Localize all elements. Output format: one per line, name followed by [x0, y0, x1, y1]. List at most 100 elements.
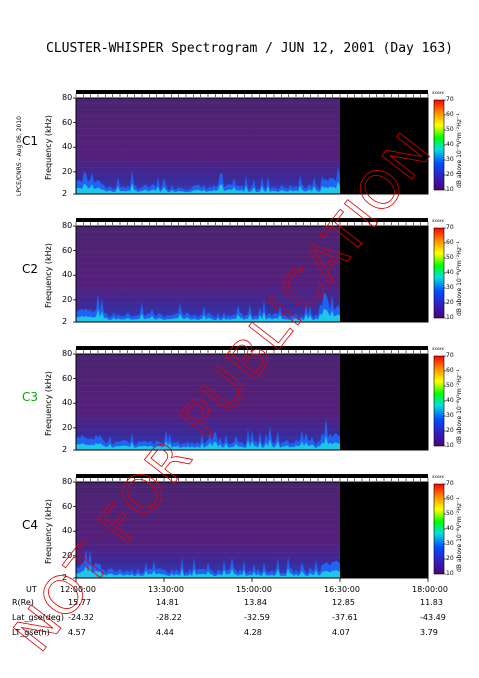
no-data-region	[340, 98, 428, 194]
ephemeris-label: R(Re)	[12, 598, 34, 607]
colorbar-tick-label: 40	[446, 141, 454, 148]
y-axis-label: Frequency (kHz)	[44, 371, 53, 436]
emission-low-frequency	[76, 549, 340, 578]
no-data-region	[340, 354, 428, 450]
y-tick-label: 80	[62, 477, 73, 486]
y-tick-label: 20	[62, 422, 73, 432]
colorbar-tick-label: 30	[446, 540, 454, 547]
ephemeris-value: 12.85	[332, 598, 355, 607]
ephemeris-value: 13.84	[244, 598, 267, 607]
y-tick-label: 60	[62, 373, 73, 383]
colorbar-tick-label: 10	[446, 186, 454, 193]
colorbar-tick-label: 10	[446, 570, 454, 577]
y-tick-label: 20	[62, 294, 73, 304]
panels-group	[73, 90, 446, 582]
colorbar-tick-label: 60	[446, 367, 454, 374]
panel-top-bar	[76, 474, 428, 478]
colorbar-tick-label: 60	[446, 111, 454, 118]
colorbar-tick-label: 60	[446, 495, 454, 502]
ephemeris-value: 14.81	[156, 598, 179, 607]
colorbar-tick-label: 70	[446, 96, 454, 103]
x-tick-label: 12:00:00	[60, 585, 96, 594]
colorbar-header: xxxxx	[432, 90, 444, 95]
ephemeris-label: LT_gse(h)	[12, 628, 50, 637]
x-tick-label: 16:30:00	[324, 585, 360, 594]
y-tick-label: 80	[62, 221, 73, 230]
y-tick-label: 20	[62, 550, 73, 560]
spectrogram-c1	[76, 98, 340, 194]
y-tick-label: 2	[62, 317, 68, 326]
y-tick-label: 40	[62, 398, 73, 408]
colorbar-tick-label: 50	[446, 382, 454, 389]
colorbar-tick-label: 40	[446, 269, 454, 276]
emission-intense	[76, 435, 340, 450]
y-tick-label: 60	[62, 117, 73, 127]
y-tick-label: 2	[62, 573, 68, 582]
panel-label-c2: C2	[22, 262, 39, 276]
emission-intense	[76, 181, 340, 194]
colorbar-header: xxxxx	[432, 218, 444, 223]
no-data-region	[340, 226, 428, 322]
y-tick-label: 60	[62, 501, 73, 511]
colorbar-tick-label: 60	[446, 239, 454, 246]
colorbar-tick-label: 40	[446, 525, 454, 532]
emission-intense	[76, 565, 340, 578]
colorbar-tick-label: 70	[446, 224, 454, 231]
panel-top-bar	[76, 346, 428, 350]
emission-low-frequency	[76, 418, 340, 450]
colorbar-tick-label: 70	[446, 352, 454, 359]
figure-title: CLUSTER-WHISPER Spectrogram / JUN 12, 20…	[46, 41, 453, 56]
emission-intense	[76, 308, 340, 322]
panel-label-c1: C1	[22, 134, 39, 148]
panel-label-c4: C4	[22, 518, 39, 532]
colorbar-tick-label: 50	[446, 126, 454, 133]
panel-label-c3: C3	[22, 390, 39, 404]
y-tick-label: 2	[62, 189, 68, 198]
colorbar-tick-label: 50	[446, 510, 454, 517]
x-tick-label: 15:00:00	[236, 585, 272, 594]
ephemeris-value: 4.07	[332, 628, 350, 637]
spectrogram-c2	[76, 226, 340, 322]
panel-frame	[75, 225, 429, 323]
colorbar-tick-label: 30	[446, 284, 454, 291]
y-axis-label: Frequency (kHz)	[44, 243, 53, 308]
colorbar-tick-label: 20	[446, 555, 454, 562]
ephemeris-value: -24.32	[68, 613, 94, 622]
colorbar-header: xxxxx	[432, 474, 444, 479]
colorbar	[433, 227, 445, 319]
y-tick-label: 40	[62, 270, 73, 280]
colorbar-tick-label: 20	[446, 299, 454, 306]
x-tick-label: 18:00:00	[412, 585, 448, 594]
panel-top-bar	[76, 90, 428, 94]
y-tick-label: 40	[62, 142, 73, 152]
ephemeris-value: -32.59	[244, 613, 270, 622]
colorbar-tick-label: 50	[446, 254, 454, 261]
panel-frame	[75, 97, 429, 195]
colorbar-header: xxxxx	[432, 346, 444, 351]
y-tick-label: 60	[62, 245, 73, 255]
panel-c1	[73, 90, 446, 195]
panel-c2	[73, 218, 446, 323]
ephemeris-value: 11.83	[420, 598, 443, 607]
spectrogram-c3	[76, 354, 340, 450]
ephemeris-value: -43.49	[420, 613, 446, 622]
x-tick-label: 13:30:00	[148, 585, 184, 594]
y-axis-label: Frequency (kHz)	[44, 115, 53, 180]
y-axis-label: Frequency (kHz)	[44, 499, 53, 564]
colorbar	[433, 483, 445, 575]
colorbar	[433, 99, 445, 191]
y-tick-label: 80	[62, 349, 73, 358]
y-tick-label: 40	[62, 526, 73, 536]
colorbar-tick-label: 70	[446, 480, 454, 487]
ephemeris-value: -28.22	[156, 613, 182, 622]
ephemeris-label: Lat_gse(deg)	[12, 613, 64, 622]
panel-frame	[75, 353, 429, 451]
colorbar-tick-label: 20	[446, 427, 454, 434]
colorbar-label: dB above 10⁻⁸V²m⁻²Hz⁻¹	[456, 369, 463, 444]
colorbar-label: dB above 10⁻⁸V²m⁻²Hz⁻¹	[456, 113, 463, 188]
y-tick-label: 20	[62, 166, 73, 176]
panel-c3	[73, 346, 446, 451]
colorbar-tick-label: 40	[446, 397, 454, 404]
ephemeris-value: 4.57	[68, 628, 86, 637]
